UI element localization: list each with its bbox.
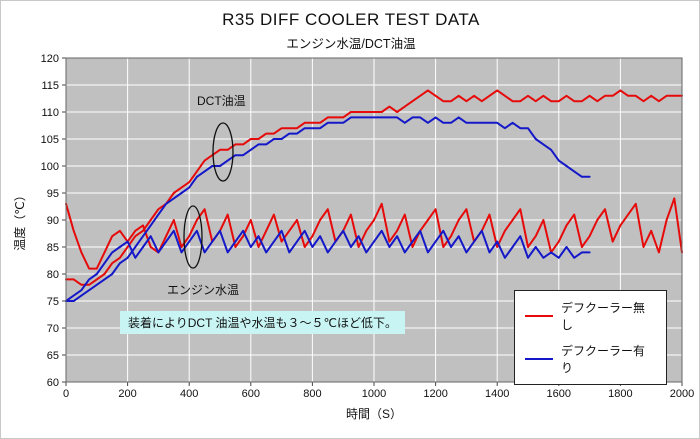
annotation-layer <box>183 122 234 269</box>
water-ellipse-annotation <box>183 205 203 269</box>
x-tick-label: 200 <box>118 388 136 400</box>
y-tick-label: 100 <box>41 161 59 173</box>
x-axis-title: 時間（S） <box>345 407 402 421</box>
x-tick-label: 1800 <box>608 388 632 400</box>
x-tick-label: 1400 <box>485 388 509 400</box>
note-box: 装着によりDCT 油温や水温も３～５℃ほど低下。 <box>120 311 406 334</box>
x-tick-label: 1600 <box>547 388 571 400</box>
x-tick-label: 0 <box>63 388 69 400</box>
x-tick-label: 2000 <box>670 388 694 400</box>
legend-item-no-cooler: デフクーラー無し <box>525 299 656 333</box>
y-tick-label: 70 <box>47 323 59 335</box>
x-tick-label: 600 <box>242 388 260 400</box>
x-tick-label: 400 <box>180 388 198 400</box>
legend-label-with-cooler: デフクーラー有り <box>561 344 646 375</box>
y-tick-label: 85 <box>47 242 59 254</box>
series-blue-dct <box>65 116 591 302</box>
legend: デフクーラー無し デフクーラー有り <box>514 290 667 385</box>
chart-title: R35 DIFF COOLER TEST DATA <box>222 10 480 29</box>
y-tick-label: 65 <box>47 350 59 362</box>
y-axis-title: 温度（℃） <box>13 189 27 251</box>
y-tick-label: 120 <box>41 53 59 65</box>
series-red-dct <box>65 89 683 286</box>
x-tick-label: 1000 <box>362 388 386 400</box>
dct-annotation-label: DCT油温 <box>197 94 246 108</box>
y-tick-label: 105 <box>41 134 59 146</box>
series-red-water <box>65 197 683 270</box>
y-tick-label: 90 <box>47 215 59 227</box>
legend-item-with-cooler: デフクーラー有り <box>525 342 656 376</box>
chart-subtitle: エンジン水温/DCT油温 <box>286 37 416 51</box>
blue-line-swatch <box>525 358 553 360</box>
y-tick-label: 95 <box>47 188 59 200</box>
y-tick-label: 75 <box>47 296 59 308</box>
plot-border <box>65 57 683 383</box>
x-tick-label: 800 <box>303 388 321 400</box>
y-tick-label: 110 <box>41 107 59 119</box>
y-tick-label: 115 <box>41 80 59 92</box>
y-tick-label: 80 <box>47 269 59 281</box>
dct-ellipse-annotation <box>212 122 234 182</box>
red-line-swatch <box>525 315 553 317</box>
water-annotation-label: エンジン水温 <box>167 283 240 297</box>
legend-label-no-cooler: デフクーラー無し <box>561 301 646 332</box>
series-blue-water <box>65 229 591 302</box>
y-tick-label: 60 <box>47 377 59 389</box>
x-tick-label: 1200 <box>423 388 447 400</box>
